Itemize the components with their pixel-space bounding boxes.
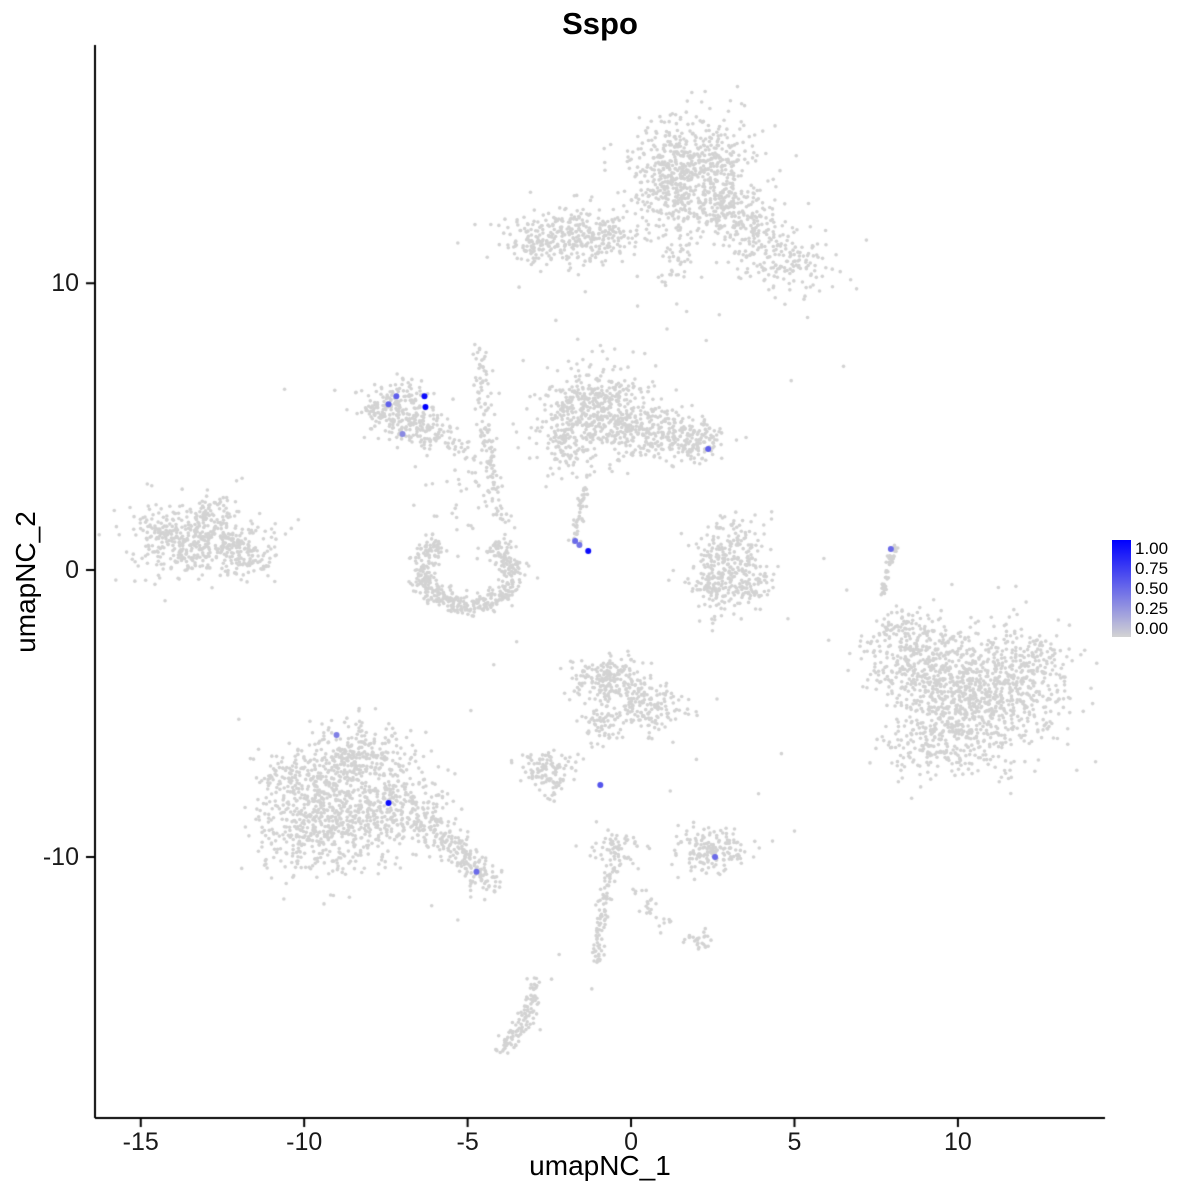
legend-tick-label: 0.75 xyxy=(1135,559,1169,578)
legend-tick-label: 0.25 xyxy=(1135,599,1169,618)
expression-legend: 1.00 0.75 0.50 0.25 0.00 xyxy=(1112,540,1168,637)
x-tick-label: -10 xyxy=(286,1128,323,1156)
x-tick-label: 5 xyxy=(787,1128,802,1156)
plot-title: Sspo xyxy=(562,6,638,41)
x-tick-label: -15 xyxy=(122,1128,159,1156)
x-tick-label: 0 xyxy=(624,1128,638,1156)
legend-tick-label: 0.50 xyxy=(1135,579,1169,598)
x-axis-title: umapNC_1 xyxy=(529,1150,671,1181)
legend-tick-label: 1.00 xyxy=(1135,539,1169,558)
x-tick-label: 10 xyxy=(944,1128,972,1156)
x-tick-label: -5 xyxy=(456,1128,479,1156)
legend-gradient-bar xyxy=(1112,540,1131,637)
y-tick-label: 10 xyxy=(51,269,79,298)
y-tick-label: -10 xyxy=(42,842,79,871)
legend-tick-label: 0.00 xyxy=(1135,619,1169,638)
y-tick-label: 0 xyxy=(65,556,79,585)
legend-tick-labels: 1.00 0.75 0.50 0.25 0.00 xyxy=(1135,540,1168,637)
